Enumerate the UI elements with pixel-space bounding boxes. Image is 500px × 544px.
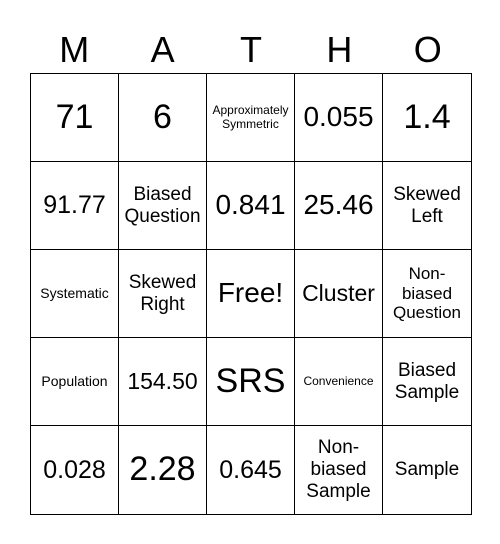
bingo-cell: Non-biased Question (383, 250, 471, 338)
bingo-cell: SRS (207, 338, 295, 426)
header-letter-o: O (413, 29, 442, 70)
header-letter-m: M (59, 29, 90, 70)
bingo-cell: 6 (119, 74, 207, 162)
header-letter-a: A (150, 29, 175, 70)
bingo-cell: Approximately Symmetric (207, 74, 295, 162)
bingo-cell: Skewed Left (383, 162, 471, 250)
bingo-cell: Population (31, 338, 119, 426)
bingo-cell: 1.4 (383, 74, 471, 162)
bingo-cell: Biased Question (119, 162, 207, 250)
bingo-cell: Non-biased Sample (295, 426, 383, 514)
bingo-cell: 0.055 (295, 74, 383, 162)
bingo-cell: Sample (394, 459, 460, 481)
bingo-cell: Convenience (295, 338, 383, 426)
bingo-cell: 0.841 (207, 162, 295, 250)
bingo-cell: 25.46 (295, 162, 383, 250)
bingo-cell: Systematic (31, 250, 119, 338)
bingo-cell: 91.77 (31, 162, 119, 250)
bingo-board: 71 6 Approximately Symmetric 0.055 1.4 9… (30, 73, 472, 515)
bingo-cell: 0.645 (207, 426, 295, 514)
header-letter-t: T (239, 29, 262, 70)
bingo-cell: Cluster (295, 250, 383, 338)
bingo-cell: 0.028 (31, 426, 119, 514)
header-letter-h: H (326, 29, 353, 70)
bingo-cell: 2.28 (119, 426, 207, 514)
bingo-cell: Skewed Right (119, 250, 207, 338)
bingo-cell: 71 (31, 74, 119, 162)
bingo-header: M A T H O (30, 28, 472, 72)
bingo-cell: 154.50 (119, 338, 207, 426)
free-space: Free! (207, 250, 295, 338)
bingo-cell: Biased Sample (383, 338, 471, 426)
